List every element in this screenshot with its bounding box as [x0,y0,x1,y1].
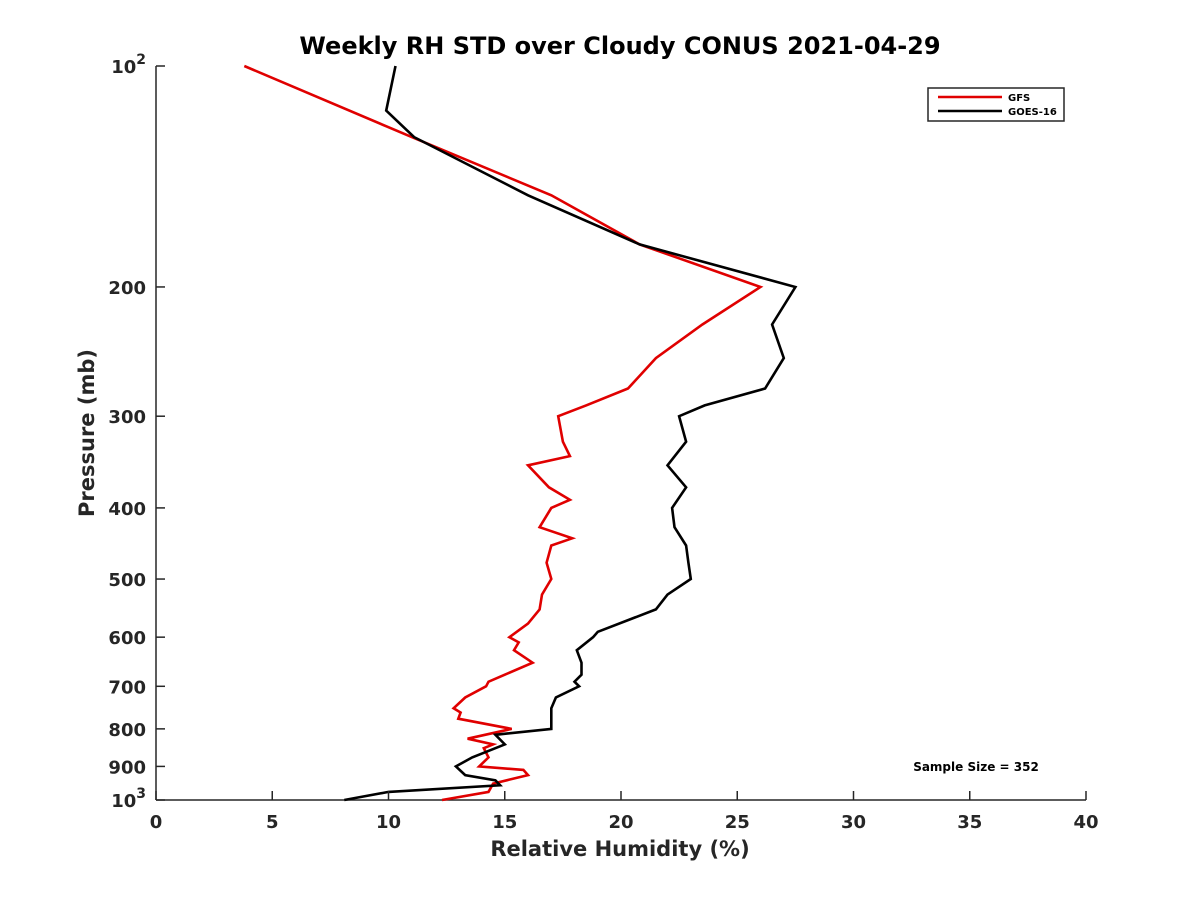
series-line-goes-16 [344,65,798,802]
x-tick-label: 30 [841,812,866,833]
y-tick-label: 400 [108,499,146,520]
y-tick-label: 200 [108,278,146,299]
legend-label: GFS [1008,93,1030,104]
y-axis-ticks: 102 200 300 400 500 600 700 800 900 103 [108,52,165,812]
legend-box [927,87,1065,122]
y-tick-label: 103 [111,786,146,812]
plot-area [155,64,1086,802]
y-tick-label: 800 [108,720,146,741]
y-tick-label: 500 [108,570,146,591]
x-tick-label: 40 [1073,812,1098,833]
y-tick-label: 700 [108,677,146,698]
legend-label: GOES-16 [1008,107,1057,118]
series-line-gfs [243,64,764,802]
x-tick-label: 20 [608,812,633,833]
y-axis-label: Pressure (mb) [75,349,99,517]
sample-size-annotation: Sample Size = 352 [913,760,1039,774]
legend: GFS GOES-16 [927,87,1065,122]
y-tick-label: 900 [108,757,146,778]
x-axis-label: Relative Humidity (%) [490,837,749,861]
y-tick-label: 300 [108,407,146,428]
chart-title: Weekly RH STD over Cloudy CONUS 2021-04-… [299,32,940,60]
x-tick-label: 15 [492,812,517,833]
x-tick-label: 10 [376,812,401,833]
x-axis-ticks: 0 5 10 15 20 25 30 35 40 [150,791,1099,833]
y-tick-label: 600 [108,628,146,649]
x-tick-label: 5 [266,812,279,833]
x-tick-label: 0 [150,812,163,833]
x-tick-label: 25 [725,812,750,833]
x-tick-label: 35 [957,812,982,833]
y-tick-label: 102 [111,52,146,78]
